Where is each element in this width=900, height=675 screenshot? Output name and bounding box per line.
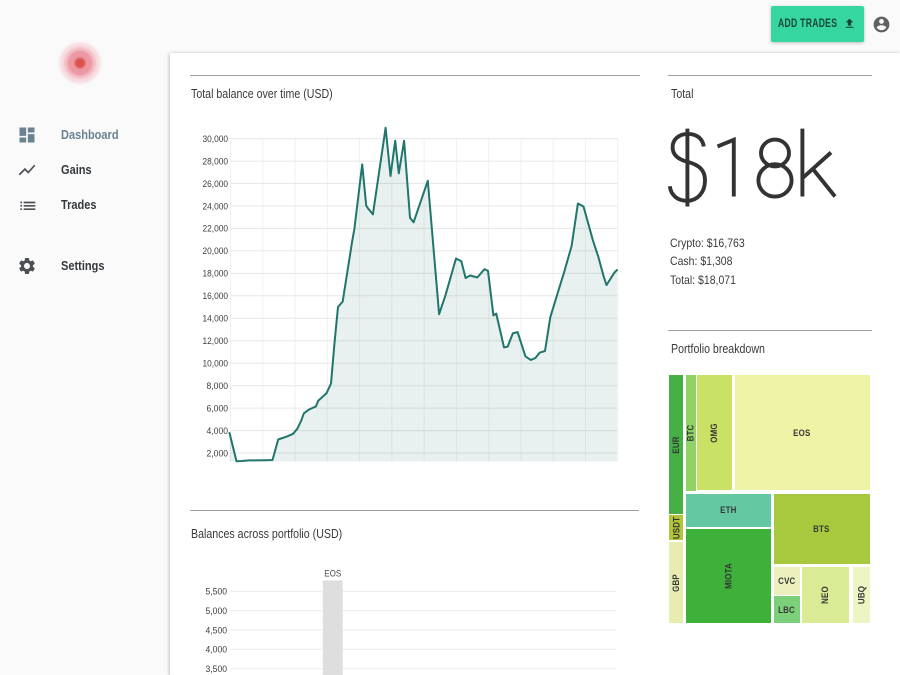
svg-text:18,000: 18,000 bbox=[203, 269, 229, 280]
svg-text:10,000: 10,000 bbox=[203, 359, 229, 370]
svg-text:24,000: 24,000 bbox=[203, 201, 229, 212]
svg-text:14,000: 14,000 bbox=[203, 314, 229, 325]
svg-text:22,000: 22,000 bbox=[203, 224, 229, 235]
svg-text:5,000: 5,000 bbox=[206, 606, 228, 617]
svg-text:2,000: 2,000 bbox=[207, 448, 229, 459]
svg-text:28,000: 28,000 bbox=[203, 156, 229, 167]
svg-text:4,000: 4,000 bbox=[207, 426, 229, 437]
svg-text:EOS: EOS bbox=[324, 569, 341, 580]
svg-text:16,000: 16,000 bbox=[203, 291, 229, 302]
svg-text:4,000: 4,000 bbox=[206, 645, 228, 656]
svg-text:30,000: 30,000 bbox=[203, 134, 229, 145]
svg-text:12,000: 12,000 bbox=[203, 336, 229, 347]
svg-text:20,000: 20,000 bbox=[203, 246, 229, 257]
svg-text:4,500: 4,500 bbox=[206, 625, 228, 636]
svg-text:26,000: 26,000 bbox=[203, 179, 229, 190]
svg-text:5,500: 5,500 bbox=[206, 587, 228, 598]
svg-text:6,000: 6,000 bbox=[207, 403, 229, 414]
svg-text:8,000: 8,000 bbox=[207, 381, 229, 392]
svg-text:3,500: 3,500 bbox=[206, 664, 228, 675]
